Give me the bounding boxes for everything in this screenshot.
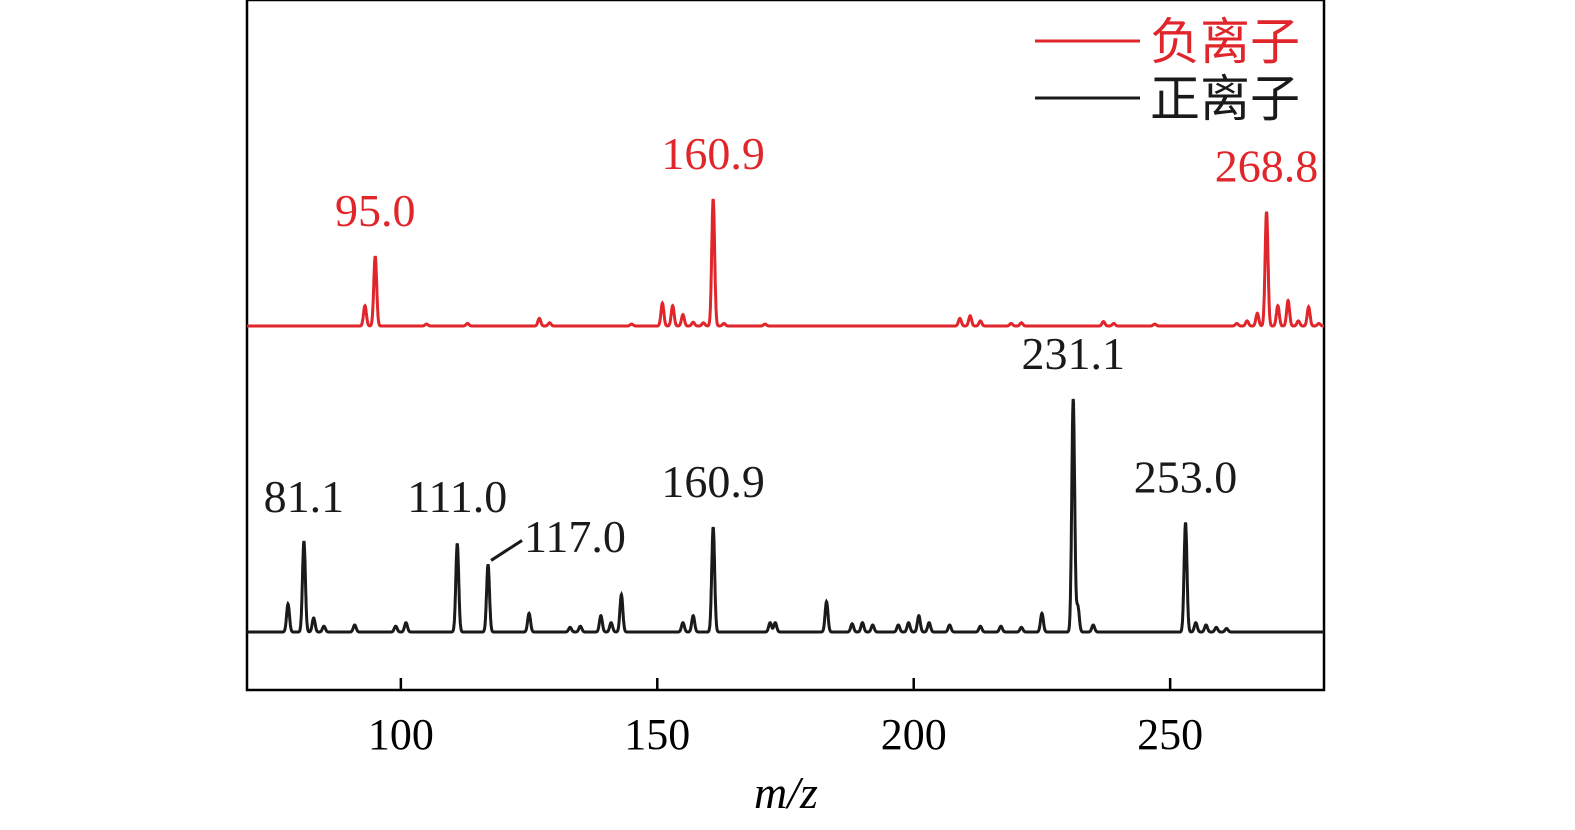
pos-peak-label: 117.0: [524, 511, 626, 562]
legend-label-negative: 负离子: [1150, 14, 1300, 70]
positive-ion-spectrum-line: [247, 398, 1324, 634]
x-axis-ticks: 100 150 200 250: [368, 678, 1203, 759]
x-axis-label: m/z: [754, 767, 818, 818]
pos-peak-label: 253.0: [1134, 451, 1238, 502]
pos-peak-label: 231.1: [1021, 328, 1125, 379]
peak-labels: 95.0 160.9 268.8 81.1 111.0 117.0 160.9 231.1 25…: [264, 128, 1319, 562]
neg-peak-label: 268.8: [1215, 141, 1319, 192]
pos-peak-label: 160.9: [661, 456, 765, 507]
x-tick-label: 250: [1137, 710, 1203, 759]
neg-peak-label: 160.9: [661, 128, 765, 179]
legend-label-positive: 正离子: [1150, 71, 1300, 127]
legend: 负离子 正离子: [1035, 14, 1300, 127]
pos-peak-label: 81.1: [264, 471, 345, 522]
peak-label-leader-line: [490, 539, 523, 562]
x-tick-label: 200: [881, 710, 947, 759]
negative-ion-spectrum-line: [247, 198, 1324, 328]
x-tick-label: 150: [624, 710, 690, 759]
plot-frame: [245, 0, 1326, 692]
pos-peak-label: 111.0: [407, 471, 507, 522]
x-tick-label: 100: [368, 710, 434, 759]
neg-peak-label: 95.0: [335, 185, 416, 236]
